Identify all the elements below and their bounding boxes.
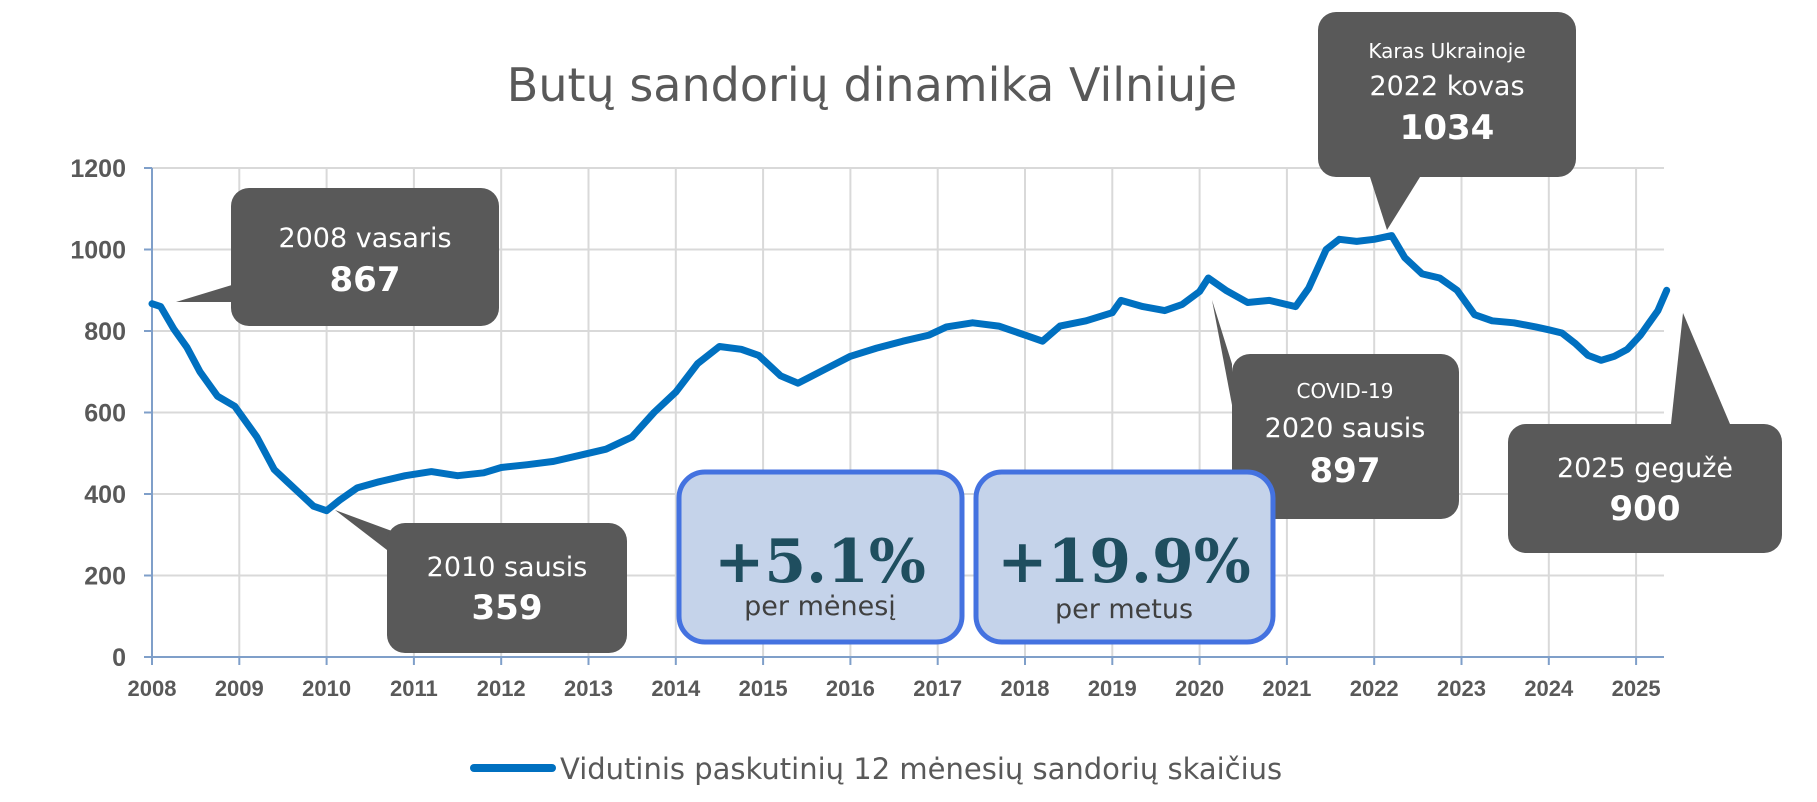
callout-event: Karas Ukrainoje xyxy=(1368,39,1525,63)
callout-date: 2025 gegužė xyxy=(1557,453,1733,484)
callout-pointer xyxy=(1212,300,1232,405)
callout-value: 867 xyxy=(330,260,401,300)
callout-date: 2020 sausis xyxy=(1265,413,1426,444)
callout-event: COVID-19 xyxy=(1296,379,1393,403)
x-tick-label: 2020 xyxy=(1175,676,1224,701)
x-tick-label: 2022 xyxy=(1350,676,1399,701)
callout-pointer xyxy=(1370,177,1420,230)
summary-box: +19.9%per metus xyxy=(973,469,1276,645)
callouts: 2008 vasaris 867 2010 sausis 359 COVID-19 202… xyxy=(176,12,1782,653)
callout-box xyxy=(1318,12,1576,177)
x-tick-label: 2018 xyxy=(1001,676,1050,701)
x-tick-label: 2011 xyxy=(390,676,438,701)
summary-box: +5.1%per mėnesį xyxy=(676,469,965,645)
legend: Vidutinis paskutinių 12 mėnesių sandorių… xyxy=(470,752,1282,786)
y-tick-label: 200 xyxy=(84,563,126,591)
callout-box xyxy=(387,523,627,653)
y-tick-label: 1000 xyxy=(70,237,126,265)
x-tick-label: 2015 xyxy=(739,676,788,701)
summary-box-value: +19.9% xyxy=(997,527,1250,597)
y-axis-ticks: 0 200 400 600 800 1000 1200 xyxy=(70,155,126,672)
x-tick-label: 2019 xyxy=(1088,676,1137,701)
summary-box-value: +5.1% xyxy=(714,527,926,597)
callout-pointer xyxy=(176,281,245,302)
callout: 2008 vasaris 867 xyxy=(176,188,499,326)
legend-label: Vidutinis paskutinių 12 mėnesių sandorių… xyxy=(560,752,1282,786)
callout-pointer xyxy=(1671,313,1730,424)
callout-value: 359 xyxy=(472,588,543,628)
y-tick-label: 800 xyxy=(84,318,126,346)
x-tick-label: 2010 xyxy=(302,676,351,701)
summary-box-label: per mėnesį xyxy=(744,591,896,622)
x-tick-label: 2016 xyxy=(826,676,875,701)
y-tick-label: 400 xyxy=(84,481,126,509)
callout-date: 2010 sausis xyxy=(427,552,588,583)
callout: COVID-19 2020 sausis 897 xyxy=(1212,300,1459,519)
x-tick-label: 2008 xyxy=(128,676,177,701)
summary-box-frame xyxy=(676,469,965,645)
x-tick-label: 2013 xyxy=(564,676,613,701)
y-tick-label: 1200 xyxy=(70,155,126,183)
x-tick-label: 2025 xyxy=(1612,676,1661,701)
y-tick-label: 0 xyxy=(112,644,126,672)
callout-value: 897 xyxy=(1310,451,1381,491)
axes xyxy=(144,167,1664,665)
callout-value: 900 xyxy=(1610,489,1681,529)
callout-date: 2022 kovas xyxy=(1369,71,1524,102)
callout: 2010 sausis 359 xyxy=(335,510,627,653)
x-tick-label: 2023 xyxy=(1437,676,1486,701)
callout: Karas Ukrainoje 2022 kovas 1034 xyxy=(1318,12,1576,230)
summary-boxes: +5.1%per mėnesį+19.9%per metus xyxy=(676,469,1276,645)
x-tick-label: 2012 xyxy=(477,676,526,701)
callout-box xyxy=(1232,354,1459,519)
x-tick-label: 2017 xyxy=(913,676,962,701)
chart-title: Butų sandorių dinamika Vilniuje xyxy=(507,58,1237,112)
callout-box xyxy=(231,188,499,326)
callout-value: 1034 xyxy=(1400,108,1495,148)
callout: 2025 gegužė 900 xyxy=(1508,313,1782,553)
x-tick-label: 2009 xyxy=(215,676,264,701)
callout-date: 2008 vasaris xyxy=(278,223,451,254)
summary-box-label: per metus xyxy=(1055,594,1193,625)
series-line xyxy=(148,232,1671,515)
callout-pointer xyxy=(335,510,400,560)
callout-box xyxy=(1508,424,1782,553)
x-axis-ticks: 2008 2009 2010 2011 2012 2013 2014 2015 2016 2017… xyxy=(128,676,1661,701)
x-tick-label: 2024 xyxy=(1524,676,1574,701)
series-layer xyxy=(148,232,1671,515)
x-tick-label: 2014 xyxy=(651,676,701,701)
y-tick-label: 600 xyxy=(84,400,126,428)
x-tick-label: 2021 xyxy=(1262,676,1311,701)
summary-box-frame xyxy=(973,469,1276,645)
